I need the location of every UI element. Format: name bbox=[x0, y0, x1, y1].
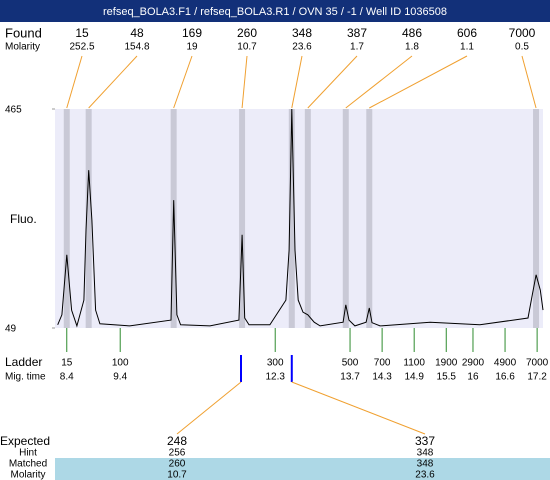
found-molarity: 10.7 bbox=[237, 42, 257, 53]
ladder-time: 15.5 bbox=[437, 372, 457, 383]
ladder-size: 500 bbox=[342, 358, 359, 369]
found-molarity: 1.7 bbox=[350, 42, 364, 53]
molarity-label: Molarity bbox=[5, 42, 40, 53]
ladder-size: 100 bbox=[112, 358, 129, 369]
molarity-row-label: Molarity bbox=[10, 470, 45, 480]
ladder-time: 16 bbox=[467, 372, 479, 383]
peak-band bbox=[63, 109, 70, 328]
ladder-size: 1900 bbox=[435, 358, 458, 369]
peak-connector bbox=[369, 55, 468, 109]
ladder-time: 8.4 bbox=[60, 372, 74, 383]
found-molarity: 154.8 bbox=[124, 42, 149, 53]
ladder-size: 7000 bbox=[526, 358, 549, 369]
found-size: 15 bbox=[75, 26, 89, 40]
found-size: 169 bbox=[182, 26, 202, 40]
found-molarity: 1.8 bbox=[405, 42, 419, 53]
expected-connector bbox=[176, 381, 242, 435]
hint-size: 348 bbox=[417, 448, 434, 459]
ladder-size: 4900 bbox=[494, 358, 517, 369]
peak-band bbox=[342, 109, 349, 328]
found-label: Found bbox=[5, 25, 42, 40]
ladder-size: 15 bbox=[61, 358, 73, 369]
found-molarity: 23.6 bbox=[292, 42, 312, 53]
ladder-time: 14.3 bbox=[372, 372, 392, 383]
header-bar bbox=[0, 0, 550, 22]
found-size: 7000 bbox=[509, 26, 536, 40]
found-molarity: 252.5 bbox=[69, 42, 94, 53]
peak-connector bbox=[241, 55, 248, 109]
ladder-size: 1100 bbox=[403, 358, 425, 369]
ladder-time: 17.2 bbox=[527, 372, 547, 383]
found-molarity: 0.5 bbox=[515, 42, 529, 53]
matched-row-bg bbox=[55, 458, 550, 469]
peak-connector bbox=[88, 55, 138, 109]
molarity-row-bg bbox=[55, 469, 550, 480]
expected-connector bbox=[291, 381, 426, 435]
expected-label: Expected bbox=[0, 434, 50, 448]
hint-label: Hint bbox=[19, 448, 37, 459]
ladder-time: 14.9 bbox=[404, 372, 424, 383]
peak-band bbox=[239, 109, 246, 328]
plot-area bbox=[55, 109, 543, 328]
y-tick-label: 465 bbox=[5, 105, 22, 116]
matched-molarity: 10.7 bbox=[167, 470, 187, 480]
ladder-size: 2900 bbox=[462, 358, 485, 369]
expected-size: 337 bbox=[415, 434, 435, 448]
matched-label: Matched bbox=[9, 459, 47, 470]
mig-time-label: Mig. time bbox=[5, 372, 46, 383]
found-size: 606 bbox=[457, 26, 477, 40]
peak-connector bbox=[307, 55, 358, 109]
peak-band bbox=[304, 109, 311, 328]
ladder-label: Ladder bbox=[5, 355, 42, 369]
y-tick-label: 49 bbox=[5, 324, 17, 335]
found-size: 387 bbox=[347, 26, 367, 40]
found-size: 48 bbox=[130, 26, 144, 40]
ladder-time: 12.3 bbox=[265, 372, 285, 383]
expected-size: 248 bbox=[167, 434, 187, 448]
hint-size: 256 bbox=[169, 448, 186, 459]
peak-band bbox=[288, 109, 295, 328]
peak-band bbox=[366, 109, 373, 328]
ladder-size: 300 bbox=[267, 358, 284, 369]
trace bbox=[57, 108, 544, 328]
peak-connector bbox=[345, 55, 413, 109]
ladder-time: 16.6 bbox=[495, 372, 515, 383]
header-title: refseq_BOLA3.F1 / refseq_BOLA3.R1 / OVN … bbox=[103, 6, 447, 18]
ladder-size: 700 bbox=[374, 358, 391, 369]
found-molarity: 1.1 bbox=[460, 42, 474, 53]
peak-connector bbox=[173, 55, 193, 109]
peak-connector bbox=[521, 55, 537, 109]
peak-band bbox=[533, 109, 540, 328]
matched-molarity: 23.6 bbox=[415, 470, 435, 480]
peak-connector bbox=[66, 55, 83, 109]
found-size: 260 bbox=[237, 26, 257, 40]
found-size: 348 bbox=[292, 26, 312, 40]
peak-connector bbox=[291, 55, 303, 109]
peak-band bbox=[85, 109, 92, 328]
matched-size: 260 bbox=[169, 459, 186, 470]
found-size: 486 bbox=[402, 26, 422, 40]
ladder-time: 13.7 bbox=[340, 372, 360, 383]
found-molarity: 19 bbox=[186, 42, 198, 53]
matched-size: 348 bbox=[417, 459, 434, 470]
y-axis-label: Fluo. bbox=[10, 212, 37, 226]
ladder-time: 9.4 bbox=[113, 372, 127, 383]
